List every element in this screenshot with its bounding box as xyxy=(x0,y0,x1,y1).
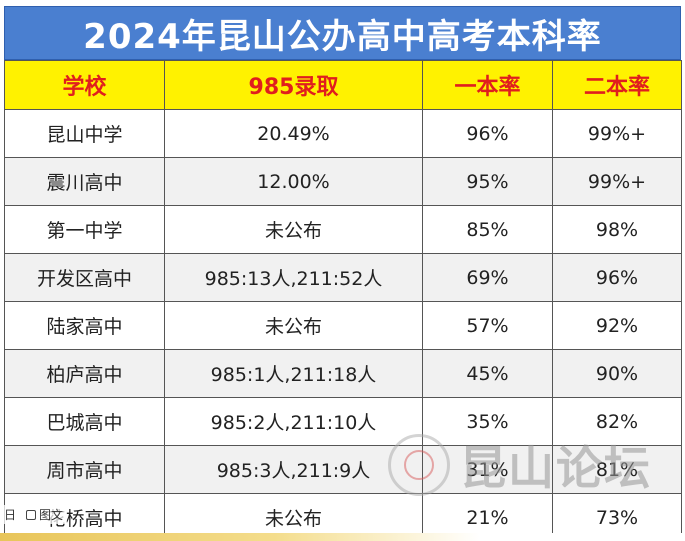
bottom-overlay: 日 图文 xyxy=(0,505,69,524)
cell-yiben: 57% xyxy=(422,301,553,350)
table-row: 陆家高中 未公布 57% 92% xyxy=(4,301,682,350)
header-985: 985录取 xyxy=(164,60,423,110)
cell-school: 昆山中学 xyxy=(4,109,165,158)
table-row: 第一中学 未公布 85% 98% xyxy=(4,205,682,254)
cell-erben: 81% xyxy=(552,445,682,494)
overlay-image-button[interactable]: 图文 xyxy=(22,505,68,524)
table-row: 开发区高中 985:13人,211:52人 69% 96% xyxy=(4,253,682,302)
cell-school: 开发区高中 xyxy=(4,253,165,302)
page-title: 2024年昆山公办高中高考本科率 xyxy=(83,16,602,57)
table-row: 巴城高中 985:2人,211:10人 35% 82% xyxy=(4,397,682,446)
cell-985: 未公布 xyxy=(164,301,423,350)
cell-985: 20.49% xyxy=(164,109,423,158)
table-row: 震川高中 12.00% 95% 99%+ xyxy=(4,157,682,206)
cell-erben: 96% xyxy=(552,253,682,302)
cell-yiben: 96% xyxy=(422,109,553,158)
cell-school: 震川高中 xyxy=(4,157,165,206)
cell-yiben: 95% xyxy=(422,157,553,206)
cell-985: 未公布 xyxy=(164,205,423,254)
table-header-row: 学校 985录取 一本率 二本率 xyxy=(4,60,682,110)
header-erben: 二本率 xyxy=(552,60,682,110)
cell-erben: 99%+ xyxy=(552,109,682,158)
cell-erben: 98% xyxy=(552,205,682,254)
cell-school: 陆家高中 xyxy=(4,301,165,350)
cell-985: 985:13人,211:52人 xyxy=(164,253,423,302)
cell-erben: 90% xyxy=(552,349,682,398)
table-row: 柏庐高中 985:1人,211:18人 45% 90% xyxy=(4,349,682,398)
cell-985: 985:3人,211:9人 xyxy=(164,445,423,494)
cell-erben: 82% xyxy=(552,397,682,446)
cell-yiben: 31% xyxy=(422,445,553,494)
table-row: 周市高中 985:3人,211:9人 31% 81% xyxy=(4,445,682,494)
header-school: 学校 xyxy=(4,60,165,110)
cell-985: 985:1人,211:18人 xyxy=(164,349,423,398)
overlay-left-label[interactable]: 日 xyxy=(0,505,21,524)
cell-school: 巴城高中 xyxy=(4,397,165,446)
cell-school: 周市高中 xyxy=(4,445,165,494)
cell-erben: 99%+ xyxy=(552,157,682,206)
cell-yiben: 85% xyxy=(422,205,553,254)
cell-yiben: 45% xyxy=(422,349,553,398)
cell-erben: 92% xyxy=(552,301,682,350)
cell-985: 12.00% xyxy=(164,157,423,206)
header-yiben: 一本率 xyxy=(422,60,553,110)
image-icon xyxy=(26,509,37,520)
cell-school: 第一中学 xyxy=(4,205,165,254)
cell-school: 柏庐高中 xyxy=(4,349,165,398)
bottom-strip xyxy=(0,533,685,541)
cell-yiben: 69% xyxy=(422,253,553,302)
title-banner: 2024年昆山公办高中高考本科率 xyxy=(4,6,681,60)
cell-yiben: 35% xyxy=(422,397,553,446)
table-row: 昆山中学 20.49% 96% 99%+ xyxy=(4,109,682,158)
overlay-image-label: 图文 xyxy=(39,508,64,522)
cell-985: 985:2人,211:10人 xyxy=(164,397,423,446)
rate-table: 学校 985录取 一本率 二本率 昆山中学 20.49% 96% 99%+ 震川… xyxy=(4,60,682,541)
